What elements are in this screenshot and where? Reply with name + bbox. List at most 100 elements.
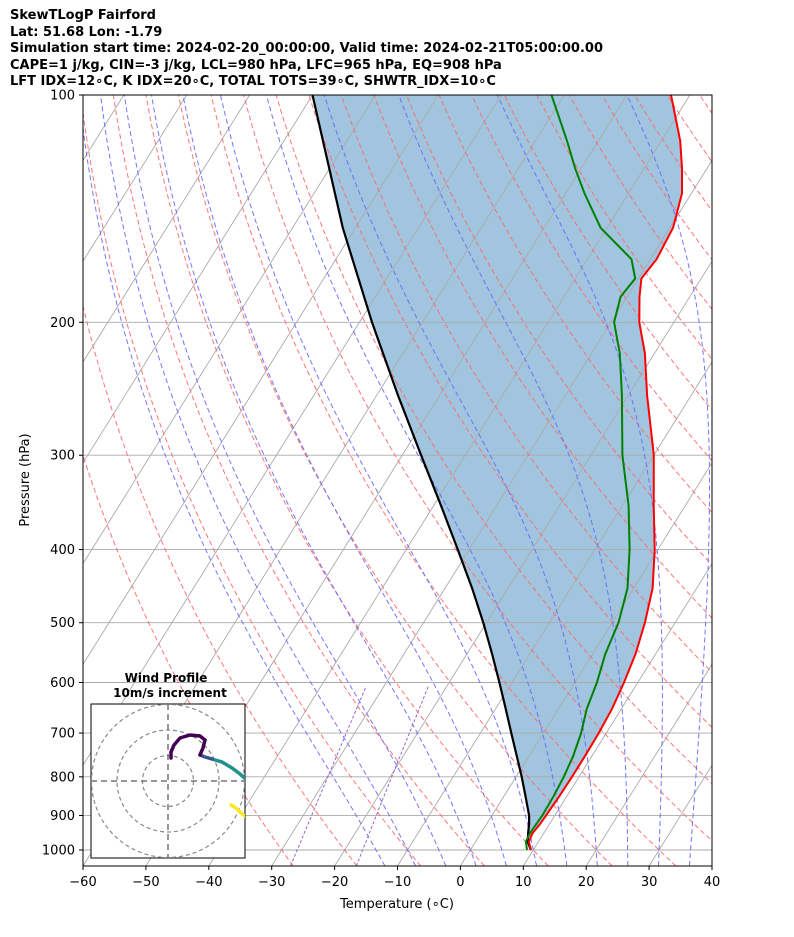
barb-full <box>747 543 748 555</box>
dry-adiabat-line <box>275 95 712 785</box>
barb-full <box>736 822 738 834</box>
barb-shaft <box>711 832 712 834</box>
y-tick-label: 200 <box>50 316 75 331</box>
y-tick-label: 500 <box>50 616 75 631</box>
dry-adiabat-line <box>568 95 712 311</box>
chart-header: SkewTLogP Fairford Lat: 51.68 Lon: -1.79… <box>10 8 603 91</box>
wind-barb <box>711 123 748 136</box>
hodograph-mid-segment <box>210 757 245 781</box>
indices-text-1: CAPE=1 j/kg, CIN=-3 j/kg, LCL=980 hPa, L… <box>10 57 502 73</box>
barb-full <box>733 320 735 332</box>
wind-barb <box>711 622 712 623</box>
moist-adiabat-line <box>323 95 598 866</box>
parcel-line <box>311 95 532 851</box>
barb-full <box>741 766 742 778</box>
wind-profile-inset: Wind Profile 10m/s increment <box>90 671 246 859</box>
moist-adiabat-line <box>151 95 477 866</box>
profile-lines <box>311 95 683 851</box>
chart-title: SkewTLogP Fairford <box>10 8 156 23</box>
x-tick-label: −50 <box>132 875 159 890</box>
dry-adiabat-line <box>765 95 794 866</box>
barb-half <box>736 788 737 794</box>
barb-shaft <box>711 776 712 777</box>
wind-barb <box>711 275 749 287</box>
barb-shaft <box>711 321 712 323</box>
barb-full <box>745 809 747 821</box>
moist-adiabat-line <box>220 95 538 866</box>
temperature-line <box>527 95 683 851</box>
y-tick-label: 300 <box>50 449 75 464</box>
barb-full <box>736 166 738 178</box>
barb-full <box>732 546 733 558</box>
y-tick-label: 100 <box>50 89 75 104</box>
moist-adiabat-line <box>720 95 774 866</box>
wind-barb <box>711 831 737 842</box>
barb-full <box>741 786 742 798</box>
barb-full <box>740 837 742 849</box>
x-tick-label: −10 <box>384 875 411 890</box>
isotherm-line <box>334 260 712 866</box>
isotherm-line <box>83 95 439 666</box>
moist-adiabat-line <box>123 95 447 866</box>
x-tick-label: 0 <box>456 875 464 890</box>
barb-full <box>731 453 733 465</box>
barb-full <box>746 765 747 777</box>
x-axis: −60 −50 −40 −30 −20 −10 0 10 20 30 40 <box>69 866 720 890</box>
indices-text-2: LFT IDX=12∘C, K IDX=20∘C, TOTAL TOTS=39∘… <box>10 74 496 90</box>
barb-half <box>736 831 737 837</box>
wind-barb <box>711 732 712 734</box>
isotherm-line <box>83 95 188 263</box>
y-tick-label: 600 <box>50 676 75 691</box>
dewpoint-line <box>524 95 637 851</box>
dry-adiabat-line <box>699 95 712 115</box>
moist-adiabat-line <box>182 95 507 866</box>
x-tick-label: −40 <box>195 875 222 890</box>
barb-full <box>741 165 743 177</box>
dry-adiabat-line <box>145 95 549 866</box>
barb-full <box>741 124 743 136</box>
barb-full <box>736 453 738 465</box>
barb-half <box>734 276 735 282</box>
isotherm-line <box>585 663 712 866</box>
x-tick-label: −30 <box>258 875 285 890</box>
barb-shaft <box>711 548 712 550</box>
barb-shaft <box>711 681 712 683</box>
dry-adiabat-line <box>210 95 677 866</box>
x-tick-label: 10 <box>515 875 532 890</box>
inset-content <box>91 704 245 858</box>
moist-adiabat-line <box>626 95 710 866</box>
barb-shaft <box>711 277 712 279</box>
wind-barb <box>711 165 743 178</box>
hodograph-low-segment <box>229 803 245 819</box>
dry-adiabat-line <box>340 95 712 674</box>
wind-barb <box>711 786 742 798</box>
barb-shaft <box>711 840 712 842</box>
hodograph-mid2-segment <box>198 753 214 761</box>
barb-shaft <box>711 454 712 456</box>
wind-barb <box>711 807 732 816</box>
barb-full <box>746 452 748 464</box>
x-tick-label: 20 <box>578 875 595 890</box>
wind-barb <box>711 681 712 683</box>
barb-shaft <box>711 125 712 127</box>
wind-barb <box>711 809 747 825</box>
barb-full <box>746 123 748 135</box>
barb-half <box>734 393 735 399</box>
barb-shaft <box>711 622 712 623</box>
isotherm-line <box>271 159 712 866</box>
y-tick-label: 900 <box>50 809 75 824</box>
barb-full <box>741 453 743 465</box>
wind-barb <box>711 320 735 332</box>
mixing-ratio-line <box>355 685 429 866</box>
barb-shaft <box>711 814 712 816</box>
inset-title: Wind Profile <box>125 671 208 685</box>
dry-adiabat-line <box>83 108 422 866</box>
dry-adiabats <box>83 95 794 866</box>
barb-half <box>731 807 732 813</box>
barb-full <box>736 124 738 136</box>
dry-adiabat-line <box>438 95 712 514</box>
barb-shaft <box>711 394 712 396</box>
barb-full <box>745 835 747 847</box>
barb-flag <box>738 275 749 287</box>
hodograph-upper-segment <box>169 733 207 760</box>
